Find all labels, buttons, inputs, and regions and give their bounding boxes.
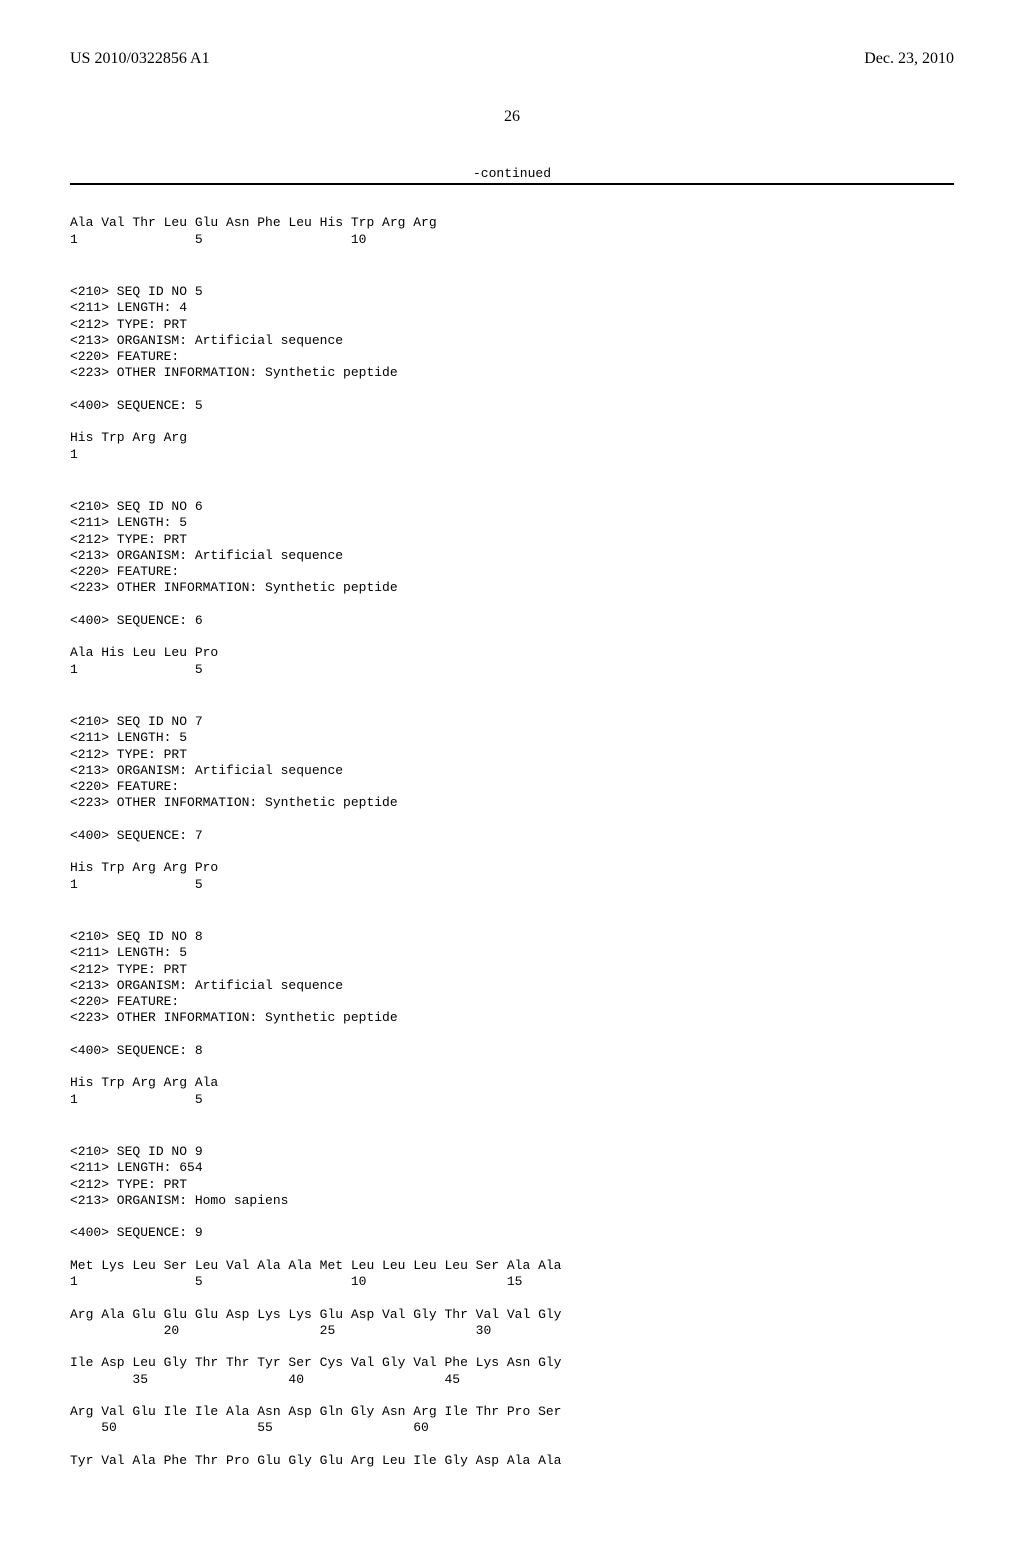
seq5-210: <210> SEQ ID NO 5 xyxy=(70,284,203,299)
seq9-row1-res: Met Lys Leu Ser Leu Val Ala Ala Met Leu … xyxy=(70,1258,561,1273)
seq8-223: <223> OTHER INFORMATION: Synthetic pepti… xyxy=(70,1010,398,1025)
seq-6-block: <210> SEQ ID NO 6 <211> LENGTH: 5 <212> … xyxy=(70,499,954,678)
seq9-row5-res: Tyr Val Ala Phe Thr Pro Glu Gly Glu Arg … xyxy=(70,1453,561,1468)
seq6-212: <212> TYPE: PRT xyxy=(70,532,187,547)
seq7-213: <213> ORGANISM: Artificial sequence xyxy=(70,763,343,778)
seq-5-block: <210> SEQ ID NO 5 <211> LENGTH: 4 <212> … xyxy=(70,284,954,463)
section-rule xyxy=(70,183,954,185)
seq8-211: <211> LENGTH: 5 xyxy=(70,945,187,960)
seq7-residues: His Trp Arg Arg Pro xyxy=(70,860,218,875)
seq9-212: <212> TYPE: PRT xyxy=(70,1177,187,1192)
seq9-row2-res: Arg Ala Glu Glu Glu Asp Lys Lys Glu Asp … xyxy=(70,1307,561,1322)
seq4-residues: Ala Val Thr Leu Glu Asn Phe Leu His Trp … xyxy=(70,215,437,230)
seq4-numbers: 1 5 10 xyxy=(70,232,366,247)
seq-8-block: <210> SEQ ID NO 8 <211> LENGTH: 5 <212> … xyxy=(70,929,954,1108)
seq8-210: <210> SEQ ID NO 8 xyxy=(70,929,203,944)
seq9-row3-res: Ile Asp Leu Gly Thr Thr Tyr Ser Cys Val … xyxy=(70,1355,561,1370)
seq-9-block: <210> SEQ ID NO 9 <211> LENGTH: 654 <212… xyxy=(70,1144,954,1469)
seq6-223: <223> OTHER INFORMATION: Synthetic pepti… xyxy=(70,580,398,595)
seq5-211: <211> LENGTH: 4 xyxy=(70,300,187,315)
seq8-400: <400> SEQUENCE: 8 xyxy=(70,1043,203,1058)
seq9-210: <210> SEQ ID NO 9 xyxy=(70,1144,203,1159)
seq5-213: <213> ORGANISM: Artificial sequence xyxy=(70,333,343,348)
seq5-223: <223> OTHER INFORMATION: Synthetic pepti… xyxy=(70,365,398,380)
seq8-220: <220> FEATURE: xyxy=(70,994,179,1009)
seq7-400: <400> SEQUENCE: 7 xyxy=(70,828,203,843)
seq8-213: <213> ORGANISM: Artificial sequence xyxy=(70,978,343,993)
seq9-211: <211> LENGTH: 654 xyxy=(70,1160,203,1175)
seq6-210: <210> SEQ ID NO 6 xyxy=(70,499,203,514)
publication-number: US 2010/0322856 A1 xyxy=(70,50,210,68)
seq6-numbers: 1 5 xyxy=(70,662,203,677)
seq6-220: <220> FEATURE: xyxy=(70,564,179,579)
seq8-212: <212> TYPE: PRT xyxy=(70,962,187,977)
seq6-400: <400> SEQUENCE: 6 xyxy=(70,613,203,628)
seq-7-block: <210> SEQ ID NO 7 <211> LENGTH: 5 <212> … xyxy=(70,714,954,893)
seq9-400: <400> SEQUENCE: 9 xyxy=(70,1225,203,1240)
seq7-220: <220> FEATURE: xyxy=(70,779,179,794)
patent-page: US 2010/0322856 A1 Dec. 23, 2010 26 -con… xyxy=(0,0,1024,1562)
seq9-row4-num: 50 55 60 xyxy=(70,1420,429,1435)
seq9-213: <213> ORGANISM: Homo sapiens xyxy=(70,1193,288,1208)
seq6-211: <211> LENGTH: 5 xyxy=(70,515,187,530)
seq9-row2-num: 20 25 30 xyxy=(70,1323,491,1338)
seq7-211: <211> LENGTH: 5 xyxy=(70,730,187,745)
seq6-213: <213> ORGANISM: Artificial sequence xyxy=(70,548,343,563)
seq8-residues: His Trp Arg Arg Ala xyxy=(70,1075,218,1090)
seq5-220: <220> FEATURE: xyxy=(70,349,179,364)
page-number: 26 xyxy=(70,108,954,126)
page-header: US 2010/0322856 A1 Dec. 23, 2010 xyxy=(70,50,954,68)
seq-4-residues-block: Ala Val Thr Leu Glu Asn Phe Leu His Trp … xyxy=(70,215,954,248)
seq7-223: <223> OTHER INFORMATION: Synthetic pepti… xyxy=(70,795,398,810)
seq5-400: <400> SEQUENCE: 5 xyxy=(70,398,203,413)
seq9-row3-num: 35 40 45 xyxy=(70,1372,460,1387)
sequence-listing: Ala Val Thr Leu Glu Asn Phe Leu His Trp … xyxy=(70,199,954,1522)
seq8-numbers: 1 5 xyxy=(70,1092,203,1107)
seq5-residues: His Trp Arg Arg xyxy=(70,430,187,445)
publication-date: Dec. 23, 2010 xyxy=(864,50,954,68)
continued-label: -continued xyxy=(70,166,954,181)
seq5-212: <212> TYPE: PRT xyxy=(70,317,187,332)
seq9-row4-res: Arg Val Glu Ile Ile Ala Asn Asp Gln Gly … xyxy=(70,1404,561,1419)
seq7-numbers: 1 5 xyxy=(70,877,203,892)
seq9-row1-num: 1 5 10 15 xyxy=(70,1274,522,1289)
seq7-210: <210> SEQ ID NO 7 xyxy=(70,714,203,729)
seq6-residues: Ala His Leu Leu Pro xyxy=(70,645,218,660)
seq5-numbers: 1 xyxy=(70,447,78,462)
seq7-212: <212> TYPE: PRT xyxy=(70,747,187,762)
